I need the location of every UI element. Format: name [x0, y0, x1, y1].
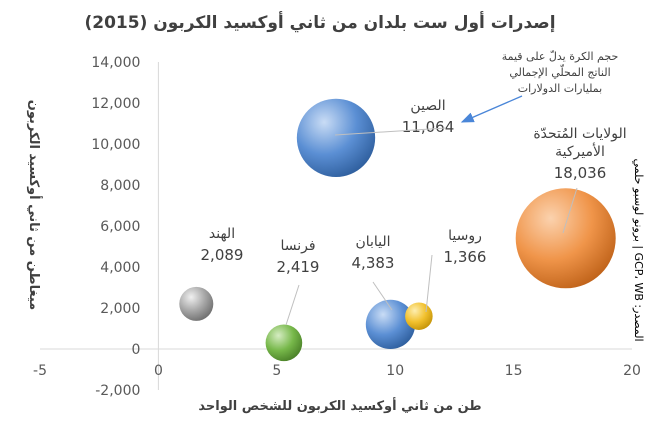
leader-line	[334, 127, 447, 136]
bubble	[405, 302, 433, 330]
note-arrow	[460, 95, 523, 123]
bubble-name-label: الأميركية	[555, 142, 605, 160]
bubble-value-label: 1,366	[444, 248, 487, 266]
source-note: المصدر: GCP، WB | برونو لوسبو حلمي	[632, 158, 645, 341]
leader-line	[562, 187, 578, 234]
bubble	[515, 188, 616, 289]
y-tick-label: 6,000	[100, 219, 140, 235]
size-note-line-2: الناتج المحلّي الإجمالي	[509, 64, 610, 79]
bubble	[365, 299, 416, 350]
bubble-name-label: روسيا	[448, 228, 482, 244]
bubbles	[179, 98, 616, 362]
leader-line	[285, 284, 300, 326]
bubble	[179, 286, 214, 321]
size-note-line-3: بمليارات الدولارات	[518, 82, 602, 95]
bubble-name-label: الهند	[209, 226, 235, 242]
y-axis-title: ميغاطن من ثاني أوكسيد الكربون	[26, 100, 43, 310]
bubble-value-label: 2,089	[201, 246, 244, 264]
y-tick-label: 2,000	[100, 301, 140, 317]
y-tick-label: 4,000	[100, 260, 140, 276]
x-tick-label: 5	[272, 363, 281, 379]
size-note-line-1: حجم الكرة يدلّ على قيمة	[502, 49, 619, 63]
bubble-name-label: فرنسا	[280, 238, 315, 254]
x-tick-label: 0	[154, 363, 163, 379]
bubble-name-label: اليابان	[355, 234, 390, 250]
tick-labels: -5 0 5 10 15 20 -2,000 0 2,000 4,000 6,000 8,000 10,…	[33, 55, 641, 399]
axes	[40, 62, 632, 390]
y-tick-label: 12,000	[91, 96, 140, 112]
x-axis-title: طن من ثاني أوكسيد الكربون للشخص الواحد	[198, 397, 481, 414]
leader-line	[372, 281, 393, 311]
y-tick-label: 10,000	[91, 137, 140, 153]
y-tick-label: -2,000	[95, 383, 140, 399]
x-tick-label: 15	[505, 363, 523, 379]
bubble-value-label: 18,036	[554, 164, 607, 182]
bubble-value-label: 11,064	[402, 118, 455, 136]
x-tick-label: 10	[386, 363, 404, 379]
leader-line	[425, 254, 433, 313]
bubble-value-label: 2,419	[277, 258, 320, 276]
y-tick-label: 14,000	[91, 55, 140, 71]
x-tick-label: -5	[33, 363, 47, 379]
x-tick-label: 20	[623, 363, 641, 379]
bubble-value-label: 4,383	[352, 254, 395, 272]
bubble	[296, 98, 376, 178]
y-tick-label: 0	[131, 342, 140, 358]
chart-title: إصدرات أول ست بلدان من ثاني أوكسيد الكرب…	[84, 11, 555, 33]
bubble	[265, 324, 303, 362]
y-tick-label: 8,000	[100, 178, 140, 194]
bubble-name-label: الولايات المُتحدّة	[533, 126, 626, 142]
size-note: حجم الكرة يدلّ على قيمة الناتج المحلّي ا…	[502, 49, 619, 95]
bubble-name-label: الصين	[410, 98, 445, 114]
